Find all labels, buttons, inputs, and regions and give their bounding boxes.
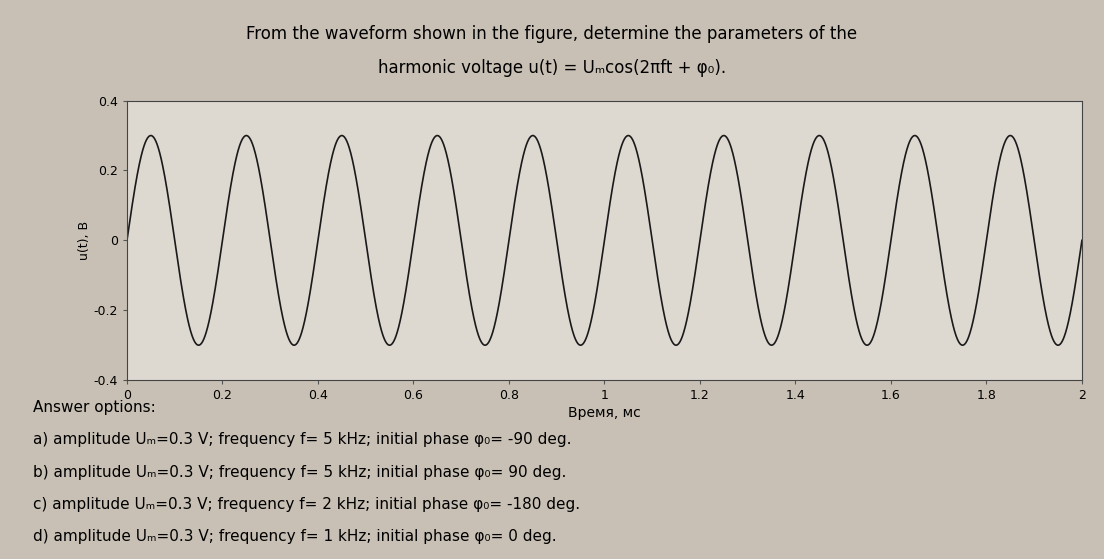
Text: a) amplitude Uₘ=0.3 V; frequency f= 5 kHz; initial phase φ₀= -90 deg.: a) amplitude Uₘ=0.3 V; frequency f= 5 kH… (33, 432, 572, 447)
Y-axis label: u(t), B: u(t), B (77, 221, 91, 260)
Text: b) amplitude Uₘ=0.3 V; frequency f= 5 kHz; initial phase φ₀= 90 deg.: b) amplitude Uₘ=0.3 V; frequency f= 5 kH… (33, 465, 566, 480)
Text: Answer options:: Answer options: (33, 400, 156, 415)
Text: d) amplitude Uₘ=0.3 V; frequency f= 1 kHz; initial phase φ₀= 0 deg.: d) amplitude Uₘ=0.3 V; frequency f= 1 kH… (33, 529, 556, 544)
Text: c) amplitude Uₘ=0.3 V; frequency f= 2 kHz; initial phase φ₀= -180 deg.: c) amplitude Uₘ=0.3 V; frequency f= 2 kH… (33, 497, 581, 512)
Text: harmonic voltage u(t) = Uₘcos(2πft + φ₀).: harmonic voltage u(t) = Uₘcos(2πft + φ₀)… (378, 59, 726, 77)
X-axis label: Время, мс: Время, мс (569, 406, 640, 420)
Text: From the waveform shown in the figure, determine the parameters of the: From the waveform shown in the figure, d… (246, 25, 858, 43)
